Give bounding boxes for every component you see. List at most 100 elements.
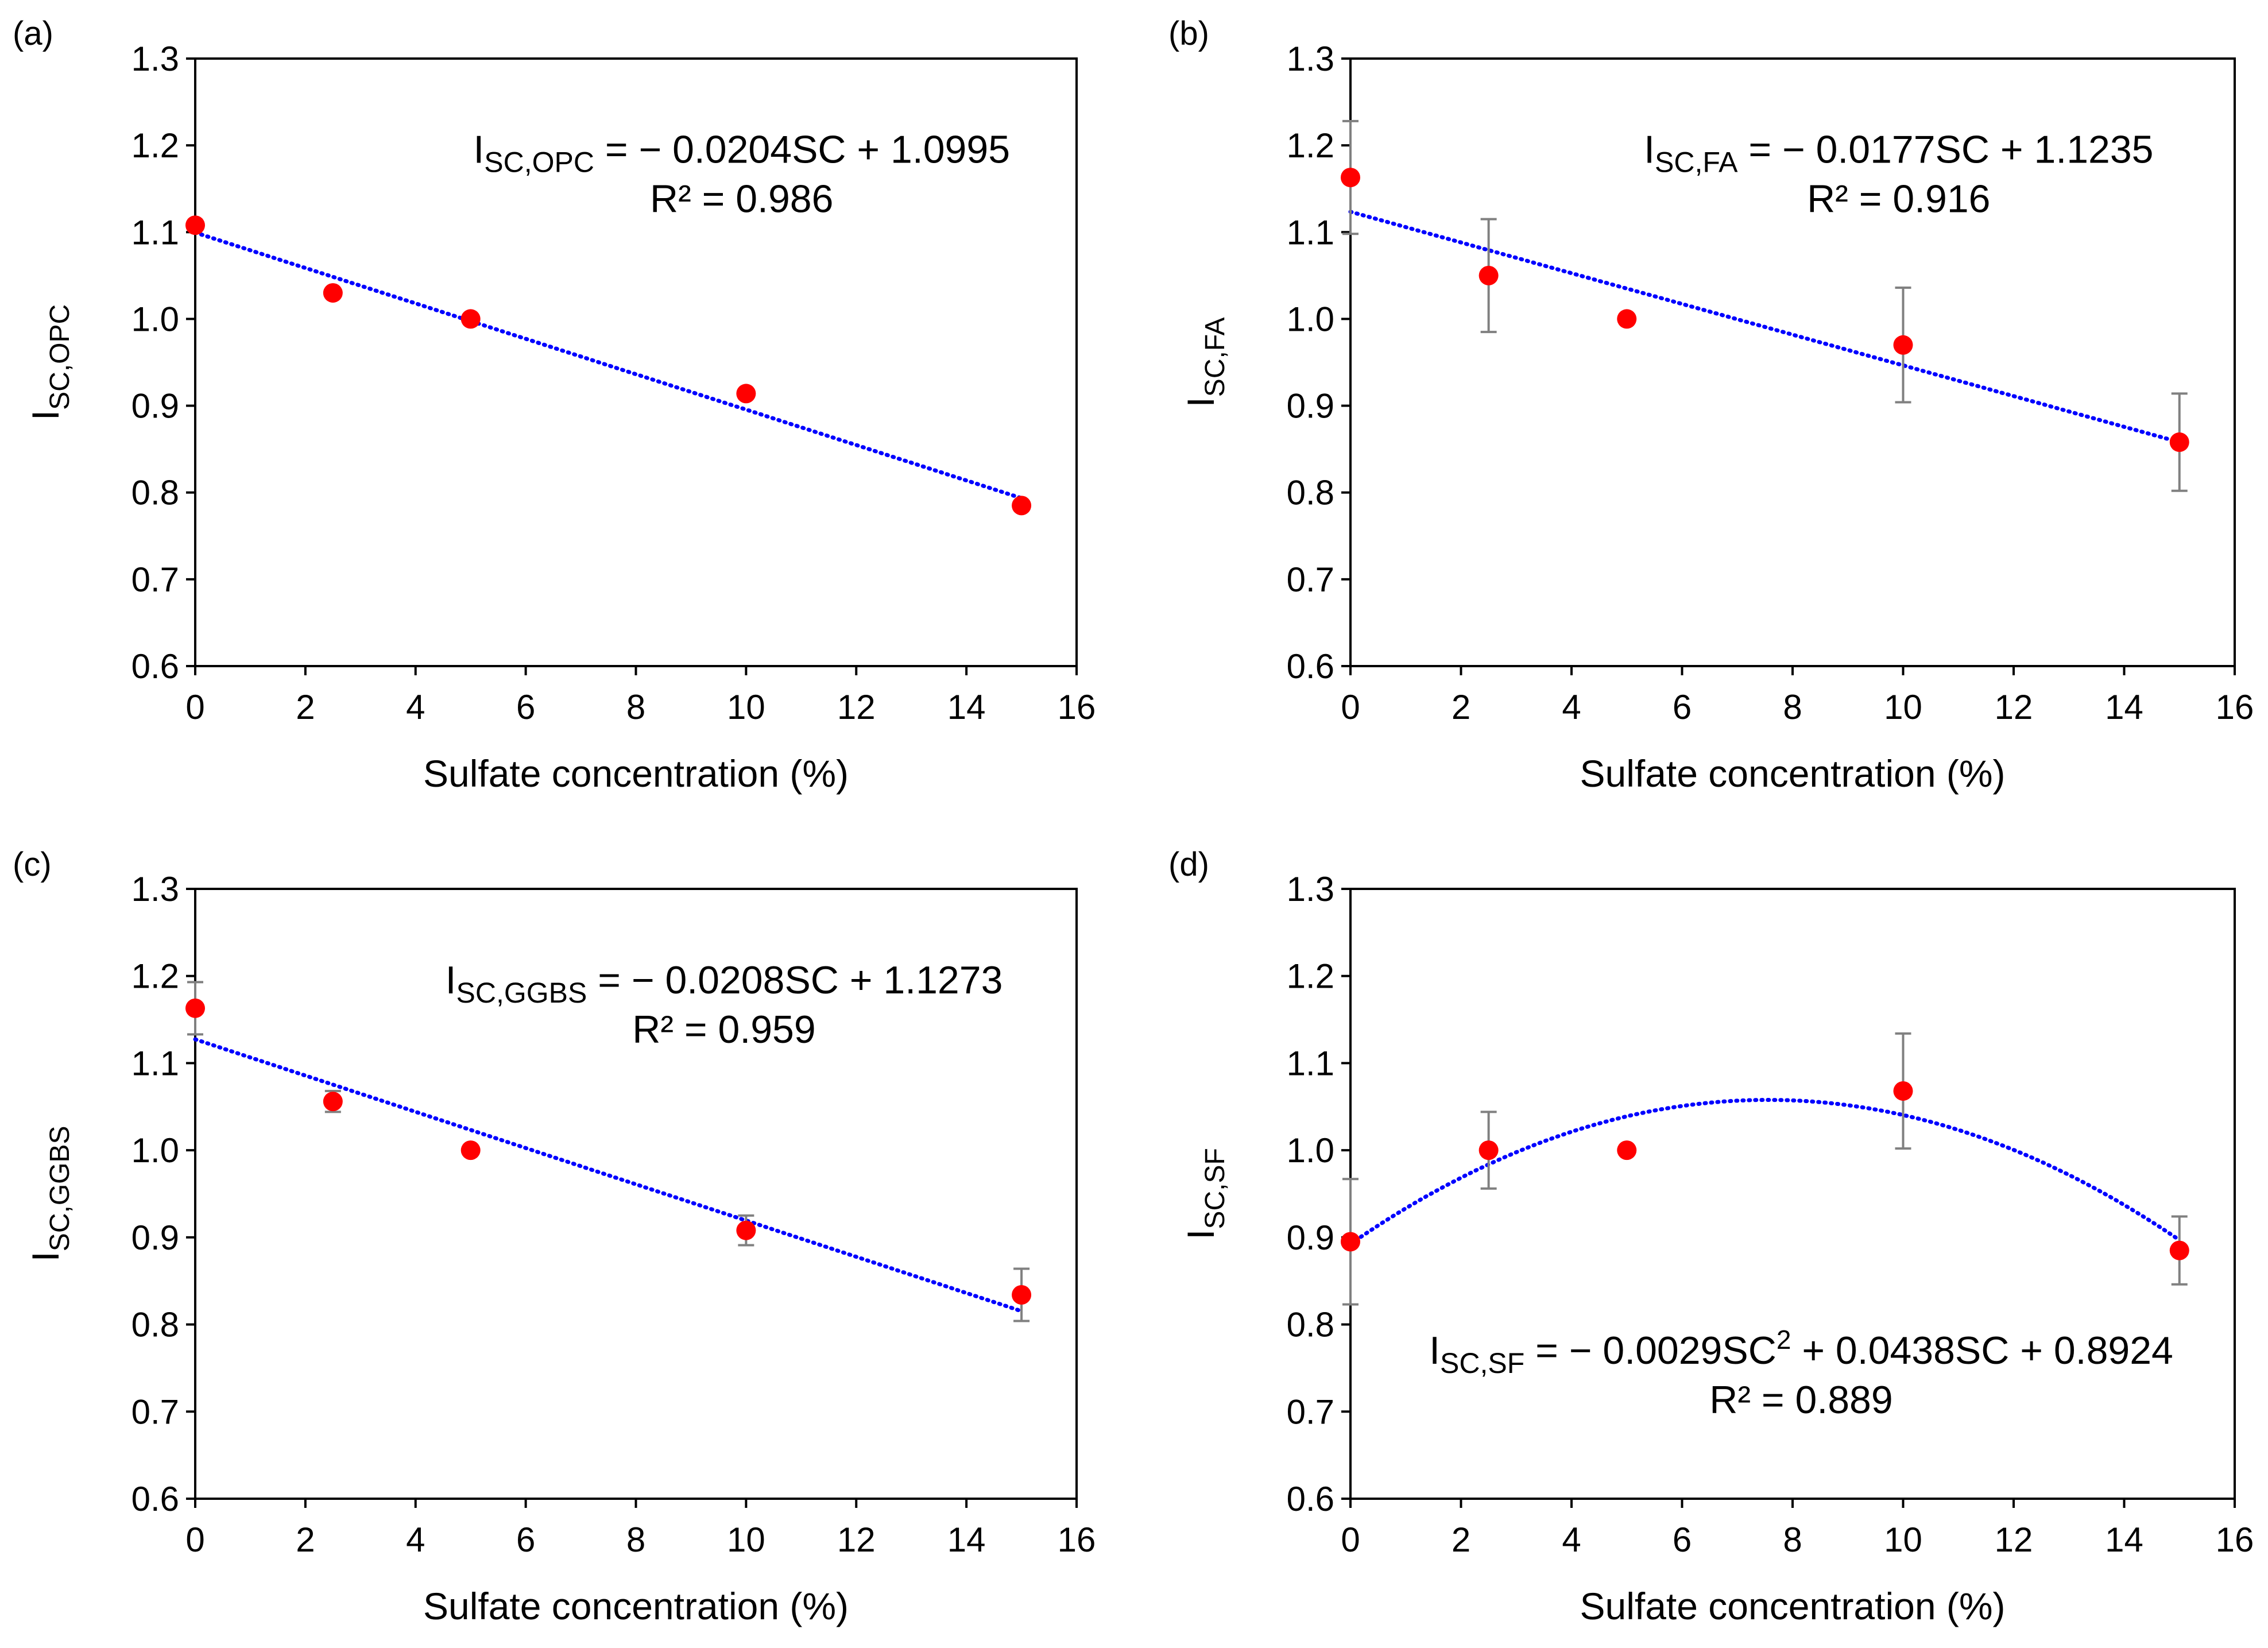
y-axis-title-main: I xyxy=(1179,1229,1222,1240)
x-tick-label: 6 xyxy=(516,1521,535,1559)
x-tick-label: 16 xyxy=(2216,1521,2254,1559)
x-tick-label: 4 xyxy=(1562,1521,1581,1559)
y-tick-label: 0.8 xyxy=(131,1306,179,1344)
data-point xyxy=(2169,432,2189,452)
y-tick-label: 1.3 xyxy=(131,870,179,908)
equation-lhs: I xyxy=(473,127,484,171)
y-tick-label: 0.6 xyxy=(131,647,179,686)
trend-equation: ISC,SF = − 0.0029SC2 + 0.0438SC + 0.8924 xyxy=(1429,1325,2173,1379)
equation-lhs: I xyxy=(446,958,456,1002)
y-tick-label: 0.6 xyxy=(131,1480,179,1518)
trendline xyxy=(193,230,1024,500)
equation-lhs: I xyxy=(1429,1329,1440,1372)
x-axis-title: Sulfate concentration (%) xyxy=(423,1585,849,1627)
y-tick-label: 1.2 xyxy=(1287,957,1334,996)
x-tick-label: 16 xyxy=(1058,1521,1096,1559)
y-tick-label: 1.0 xyxy=(1287,1131,1334,1170)
y-tick-label: 1.2 xyxy=(131,957,179,996)
data-point xyxy=(2169,1240,2189,1260)
x-axis-title: Sulfate concentration (%) xyxy=(423,752,849,795)
y-tick-label: 1.3 xyxy=(1287,40,1334,78)
data-point xyxy=(323,283,343,303)
x-tick-label: 10 xyxy=(1884,1521,1922,1559)
x-tick-label: 16 xyxy=(1058,688,1096,726)
y-tick-label: 0.7 xyxy=(1287,560,1334,599)
panel-label: (d) xyxy=(1168,846,1209,883)
y-tick-label: 0.7 xyxy=(1287,1392,1334,1431)
y-tick-label: 1.0 xyxy=(131,300,179,338)
panel-label: (b) xyxy=(1168,15,1209,52)
trend-equation: ISC,GGBS = − 0.0208SC + 1.1273 xyxy=(446,958,1003,1009)
equation-sub: SC,FA xyxy=(1655,146,1738,178)
trendline xyxy=(193,1037,1024,1313)
data-point xyxy=(1893,1081,1913,1101)
data-point xyxy=(185,998,205,1018)
data-point xyxy=(1012,496,1032,516)
y-tick-label: 0.6 xyxy=(1287,1480,1334,1518)
equation-rhs: = − 0.0029SC xyxy=(1524,1329,1777,1372)
y-axis-title: ISC,OPC xyxy=(24,304,75,420)
y-tick-label: 1.0 xyxy=(131,1131,179,1170)
trendline xyxy=(1348,210,2182,444)
y-tick-label: 0.8 xyxy=(1287,1306,1334,1344)
x-axis-title: Sulfate concentration (%) xyxy=(1580,752,2005,795)
y-tick-label: 1.0 xyxy=(1287,300,1334,338)
x-tick-label: 8 xyxy=(1783,1521,1802,1559)
x-tick-label: 0 xyxy=(1341,1521,1360,1559)
y-tick-label: 0.9 xyxy=(1287,387,1334,425)
y-tick-label: 0.8 xyxy=(1287,474,1334,512)
y-tick-label: 0.6 xyxy=(1287,647,1334,686)
x-tick-label: 6 xyxy=(1673,1521,1692,1559)
data-point xyxy=(736,384,756,404)
x-tick-label: 8 xyxy=(626,1521,645,1559)
y-tick-label: 0.8 xyxy=(131,474,179,512)
x-tick-label: 12 xyxy=(837,1521,876,1559)
r-squared: R² = 0.959 xyxy=(632,1008,815,1051)
y-axis-title-main: I xyxy=(24,1251,67,1262)
x-tick-label: 0 xyxy=(185,1521,204,1559)
y-axis-title: ISC,GGBS xyxy=(24,1125,75,1262)
y-tick-label: 1.2 xyxy=(131,126,179,165)
x-tick-label: 14 xyxy=(2105,688,2143,726)
x-tick-label: 10 xyxy=(727,688,765,726)
data-point xyxy=(460,1140,481,1160)
y-axis-title: ISC,SF xyxy=(1179,1148,1230,1240)
y-tick-label: 1.1 xyxy=(1287,1044,1334,1082)
x-tick-label: 14 xyxy=(2105,1521,2143,1559)
y-tick-label: 1.1 xyxy=(131,213,179,252)
x-tick-label: 10 xyxy=(1884,688,1922,726)
x-tick-label: 2 xyxy=(1452,1521,1470,1559)
x-tick-label: 8 xyxy=(1783,688,1802,726)
trend-equation: ISC,OPC = − 0.0204SC + 1.0995 xyxy=(473,127,1010,178)
x-tick-label: 2 xyxy=(1452,688,1470,726)
y-tick-label: 0.7 xyxy=(131,1392,179,1431)
y-axis-title-main: I xyxy=(1179,397,1222,407)
equation-rhs: = − 0.0208SC + 1.1273 xyxy=(587,958,1003,1002)
chart-panel-b: (b) 0.6 0.7 0.8 0.9 1.0 1.1 1.2 1.3 0 2 4 6 8 10 12 14 16… xyxy=(1168,15,2254,795)
x-tick-label: 0 xyxy=(185,688,204,726)
y-axis-title-sub: SC,OPC xyxy=(45,304,75,410)
x-tick-label: 6 xyxy=(1673,688,1692,726)
y-tick-label: 1.1 xyxy=(1287,213,1334,252)
x-tick-label: 0 xyxy=(1341,688,1360,726)
equation-rhs: = − 0.0204SC + 1.0995 xyxy=(594,127,1010,171)
y-tick-label: 1.2 xyxy=(1287,126,1334,165)
y-tick-label: 0.7 xyxy=(131,560,179,599)
y-tick-label: 0.9 xyxy=(131,1218,179,1257)
x-tick-label: 12 xyxy=(837,688,876,726)
x-tick-label: 14 xyxy=(947,688,986,726)
panel-label: (c) xyxy=(13,846,52,883)
y-axis-title-sub: SC,SF xyxy=(1200,1148,1230,1229)
y-axis-title-sub: SC,GGBS xyxy=(45,1125,75,1251)
data-point xyxy=(1341,168,1360,188)
y-tick-label: 1.3 xyxy=(1287,870,1334,908)
equation-sup: 2 xyxy=(1777,1325,1791,1355)
x-tick-label: 16 xyxy=(2216,688,2254,726)
x-tick-label: 4 xyxy=(406,688,425,726)
chart-panel-a: (a) 0.6 0.7 0.8 0.9 1.0 1.1 1.2 1.3 0 2 4 6 8 10 12 14 16… xyxy=(13,15,1096,795)
x-tick-label: 8 xyxy=(626,688,645,726)
equation-lhs: I xyxy=(1644,127,1655,171)
data-point xyxy=(736,1220,756,1240)
trendline xyxy=(1348,1097,2182,1246)
